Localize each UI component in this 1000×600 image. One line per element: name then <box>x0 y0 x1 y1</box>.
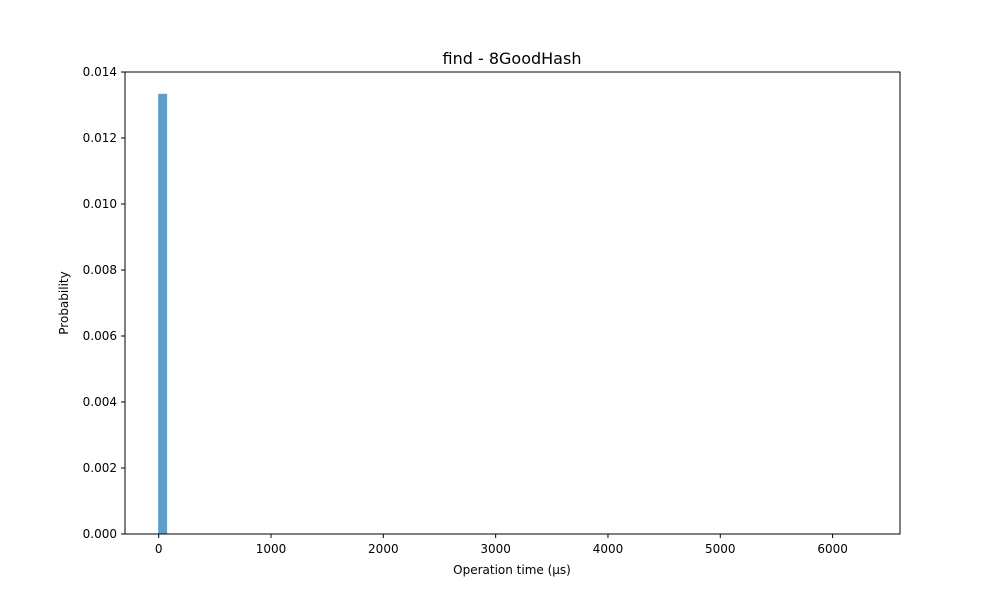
y-tick-label: 0.000 <box>83 527 117 541</box>
y-tick-label: 0.010 <box>83 197 117 211</box>
y-tick-label: 0.004 <box>83 395 117 409</box>
histogram-bar-0 <box>158 93 168 534</box>
x-tick-label: 5000 <box>705 542 736 556</box>
x-tick-label: 1000 <box>256 542 287 556</box>
x-tick-label: 3000 <box>480 542 511 556</box>
y-axis-ticks: 0.000 0.002 0.004 0.006 0.008 0.010 0.012 0.014 <box>83 65 125 541</box>
y-tick-label: 0.002 <box>83 461 117 475</box>
bars-group <box>158 93 168 534</box>
x-tick-label: 6000 <box>817 542 848 556</box>
y-tick-label: 0.008 <box>83 263 117 277</box>
y-tick-label: 0.012 <box>83 131 117 145</box>
plot-frame <box>124 71 901 535</box>
x-tick-label: 2000 <box>368 542 399 556</box>
y-tick-label: 0.014 <box>83 65 117 79</box>
y-tick-label: 0.006 <box>83 329 117 343</box>
x-axis-ticks: 0 1000 2000 3000 4000 5000 6000 <box>155 534 848 556</box>
y-axis-label: Probability <box>57 271 71 334</box>
chart-title: find - 8GoodHash <box>443 49 582 68</box>
x-tick-label: 4000 <box>593 542 624 556</box>
x-axis-label: Operation time (µs) <box>453 563 571 577</box>
x-tick-label: 0 <box>155 542 163 556</box>
